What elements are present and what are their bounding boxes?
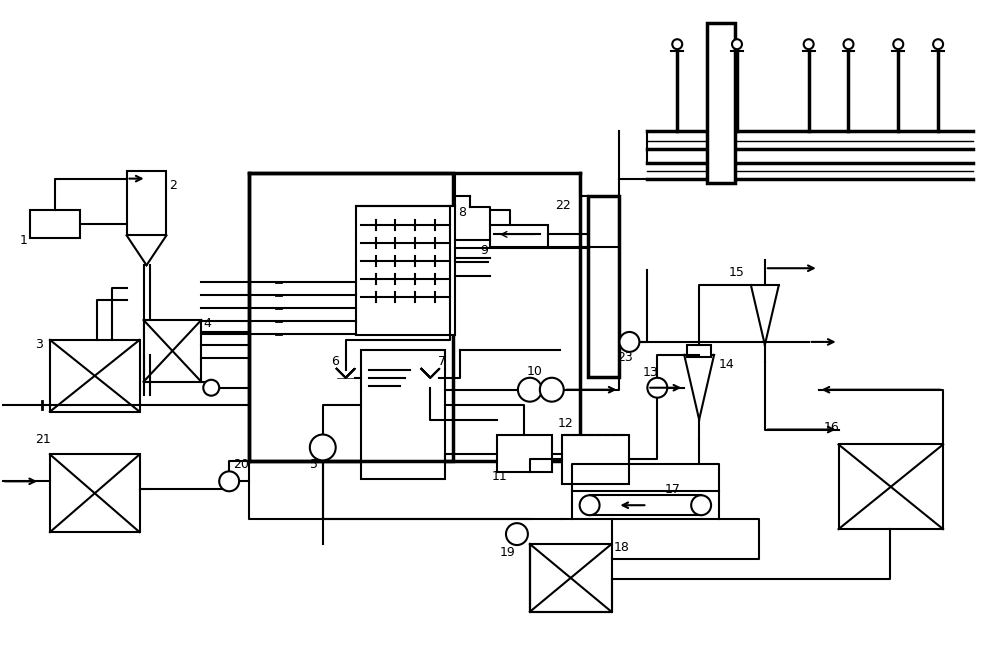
Text: 3: 3 <box>35 338 43 351</box>
Circle shape <box>580 495 600 515</box>
Text: 5: 5 <box>310 458 318 471</box>
Text: 4: 4 <box>203 318 211 331</box>
Bar <box>839 444 943 529</box>
Circle shape <box>893 39 903 49</box>
Bar <box>490 225 548 247</box>
Circle shape <box>203 380 219 396</box>
Circle shape <box>672 39 682 49</box>
Text: 6: 6 <box>331 355 339 368</box>
Text: 23: 23 <box>617 351 633 364</box>
Text: 14: 14 <box>719 358 735 371</box>
Text: 20: 20 <box>233 458 249 471</box>
Text: 2: 2 <box>169 179 177 192</box>
Bar <box>687 345 711 357</box>
Text: 15: 15 <box>729 266 745 279</box>
Bar <box>30 210 80 238</box>
Bar <box>530 544 612 612</box>
Text: 10: 10 <box>527 366 543 378</box>
Text: 13: 13 <box>642 366 658 379</box>
Circle shape <box>647 378 667 398</box>
Text: 22: 22 <box>555 199 571 212</box>
Bar <box>356 206 455 335</box>
Text: 7: 7 <box>438 355 446 368</box>
Circle shape <box>540 378 564 402</box>
Circle shape <box>506 523 528 545</box>
Bar <box>572 491 719 519</box>
Bar <box>50 454 140 532</box>
Text: 17: 17 <box>664 483 680 496</box>
Text: 21: 21 <box>35 433 51 446</box>
Circle shape <box>933 39 943 49</box>
Bar <box>249 173 453 461</box>
Bar <box>127 171 166 236</box>
Bar <box>50 340 140 411</box>
Text: 18: 18 <box>614 540 629 554</box>
Text: 1: 1 <box>20 234 28 247</box>
Circle shape <box>691 495 711 515</box>
Circle shape <box>619 332 639 352</box>
Circle shape <box>844 39 853 49</box>
Text: 12: 12 <box>558 417 574 430</box>
Text: 11: 11 <box>492 470 508 483</box>
Bar <box>588 195 619 377</box>
Text: 8: 8 <box>458 206 466 219</box>
Bar <box>497 435 552 472</box>
Circle shape <box>732 39 742 49</box>
Circle shape <box>518 378 542 402</box>
Bar <box>361 350 445 479</box>
Text: 19: 19 <box>500 545 516 558</box>
Circle shape <box>310 435 336 461</box>
Text: 16: 16 <box>824 421 839 434</box>
Bar <box>562 435 629 485</box>
Circle shape <box>219 472 239 491</box>
Bar <box>707 23 735 182</box>
Text: 9: 9 <box>480 244 488 257</box>
Bar <box>144 320 201 382</box>
Circle shape <box>804 39 814 49</box>
